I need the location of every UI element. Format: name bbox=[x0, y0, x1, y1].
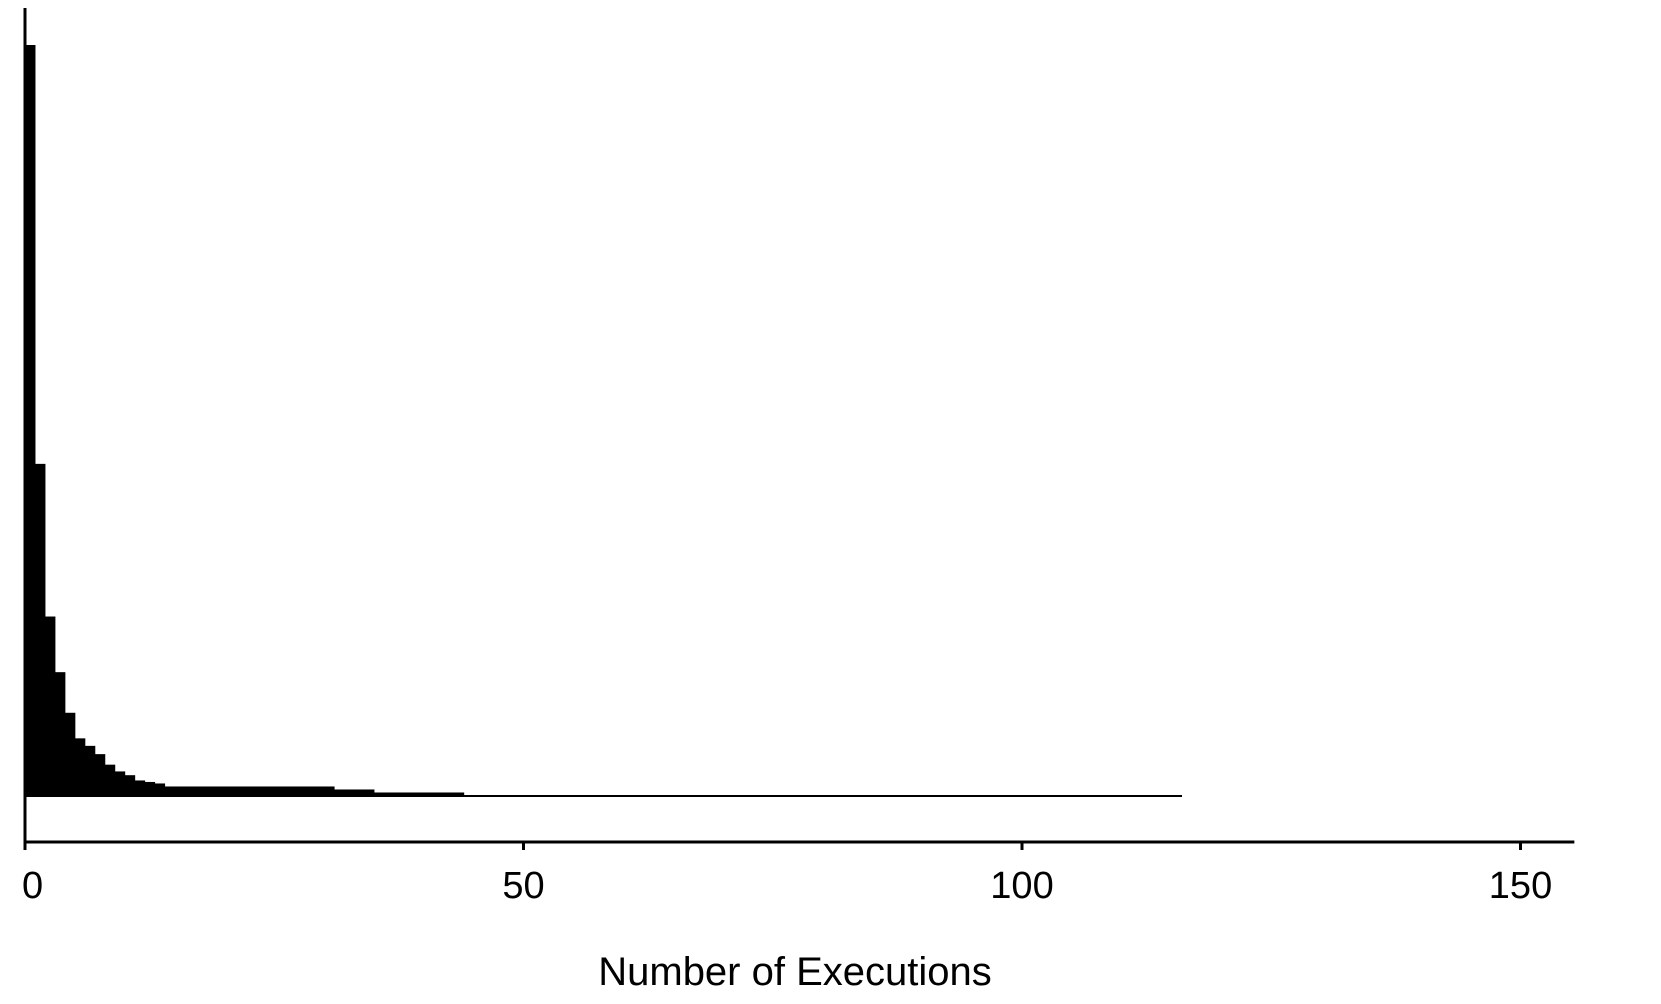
histogram-bar bbox=[164, 786, 335, 797]
x-tick-label: 50 bbox=[502, 865, 544, 907]
x-axis-title: Number of Executions bbox=[598, 950, 992, 994]
x-axis-ticks: 0 50 100 150 bbox=[22, 842, 1552, 907]
histogram-bar bbox=[373, 792, 465, 797]
histogram-bar bbox=[114, 771, 126, 797]
histogram-bar bbox=[134, 780, 146, 797]
x-tick-label: 0 bbox=[22, 865, 43, 907]
x-tick-label: 150 bbox=[1489, 865, 1552, 907]
histogram-bar bbox=[334, 789, 375, 797]
histogram-bar bbox=[34, 463, 46, 797]
histogram-bars bbox=[25, 45, 1183, 797]
histogram-bar bbox=[94, 754, 106, 797]
histogram-bar bbox=[124, 775, 136, 797]
histogram-bar bbox=[64, 712, 76, 797]
histogram-bar bbox=[84, 745, 96, 797]
histogram-bar bbox=[154, 783, 166, 797]
histogram-bar bbox=[44, 616, 56, 797]
histogram-bar bbox=[54, 672, 66, 797]
histogram-bar bbox=[74, 738, 86, 797]
histogram-bar bbox=[104, 764, 116, 797]
histogram-bar bbox=[25, 45, 36, 797]
x-tick-label: 100 bbox=[990, 865, 1053, 907]
histogram-bar bbox=[463, 795, 1183, 797]
histogram-bar bbox=[144, 781, 156, 797]
